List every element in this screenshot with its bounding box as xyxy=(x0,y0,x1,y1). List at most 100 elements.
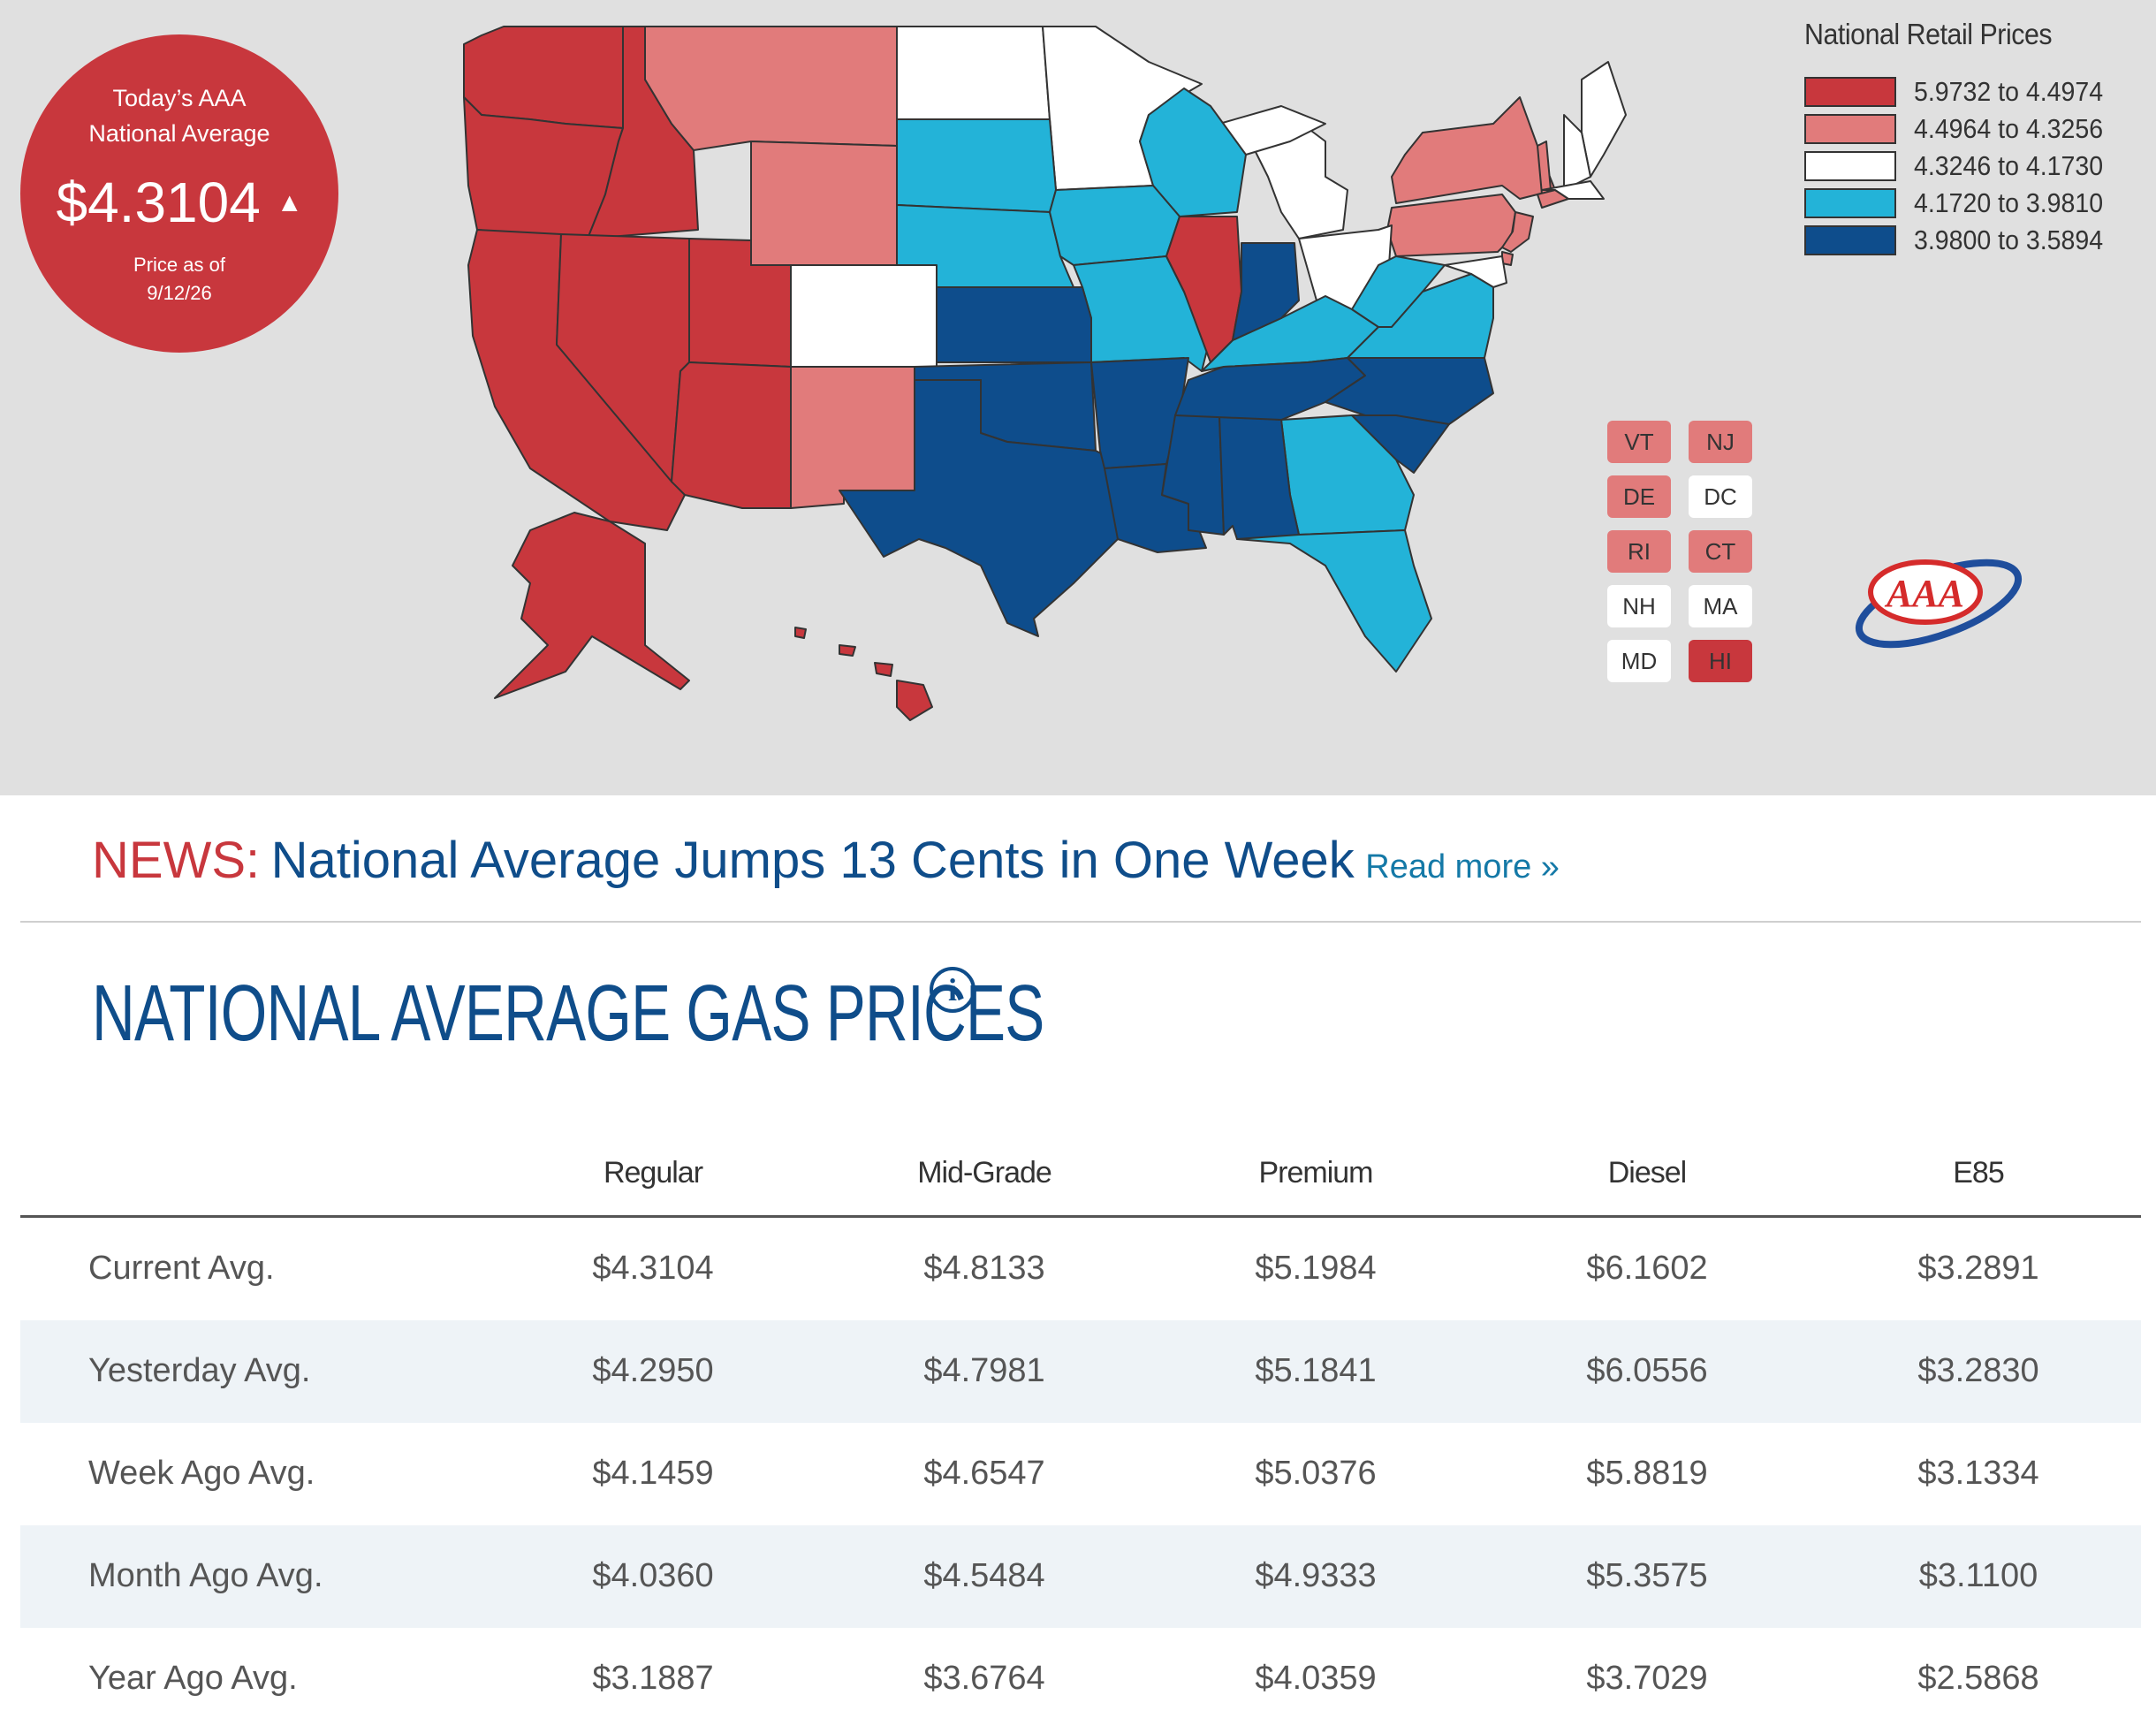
national-average-price: $4.3104 ▲ xyxy=(20,167,338,239)
table-row: Month Ago Avg. $4.0360 $4.5484 $4.9333 $… xyxy=(20,1525,2141,1628)
table-row: Year Ago Avg. $3.1887 $3.6764 $4.0359 $3… xyxy=(20,1628,2141,1718)
map-section: Today’s AAA National Average $4.3104 ▲ Pr… xyxy=(0,0,2156,795)
legend-title: National Retail Prices xyxy=(1804,18,2053,50)
state-box-nj[interactable]: NJ xyxy=(1689,421,1752,463)
state-illinois xyxy=(1165,216,1242,363)
row-label: Yesterday Avg. xyxy=(88,1352,311,1389)
state-hawaii-oahu xyxy=(839,644,856,657)
news-headline[interactable]: National Average Jumps 13 Cents in One W… xyxy=(270,832,1355,889)
state-texas xyxy=(839,379,1119,637)
legend-range: 4.3246 to 4.1730 xyxy=(1914,150,2104,181)
price-cell: $4.2950 xyxy=(592,1352,714,1389)
national-average-label-2: National Average xyxy=(88,120,270,147)
state-iowa xyxy=(1049,185,1180,266)
column-header-diesel: Diesel xyxy=(1607,1156,1687,1190)
legend-swatch xyxy=(1804,114,1896,144)
state-box-md[interactable]: MD xyxy=(1607,640,1671,682)
row-label: Month Ago Avg. xyxy=(88,1557,323,1594)
state-box-de[interactable]: DE xyxy=(1607,475,1671,518)
state-box-vt[interactable]: VT xyxy=(1607,421,1671,463)
state-new-mexico xyxy=(790,366,915,509)
aaa-logo: AAA xyxy=(1855,559,2023,649)
gas-price-table: Regular Mid-Grade Premium Diesel E85 Cur… xyxy=(20,1140,2141,1718)
price-cell: $4.8133 xyxy=(923,1250,1045,1287)
state-hawaii-kauai xyxy=(794,627,807,639)
state-florida xyxy=(1236,529,1432,673)
price-cell: $4.3104 xyxy=(592,1250,714,1287)
column-header-e85: E85 xyxy=(1953,1156,2005,1190)
section-heading: NATIONAL AVERAGE GAS PRICES i xyxy=(92,967,1044,1060)
state-montana xyxy=(644,26,898,151)
national-average-badge: Today’s AAA National Average $4.3104 ▲ Pr… xyxy=(20,34,338,353)
row-label: Week Ago Avg. xyxy=(88,1455,315,1492)
price-cell: $4.9333 xyxy=(1255,1557,1377,1594)
state-colorado xyxy=(790,264,938,368)
state-hawaii-maui xyxy=(874,662,893,677)
price-cell: $2.5868 xyxy=(1917,1660,2039,1697)
price-as-of-date: 9/12/26 xyxy=(147,282,212,304)
state-arizona xyxy=(671,361,792,509)
legend-range: 4.1720 to 3.9810 xyxy=(1914,187,2104,218)
read-more-link[interactable]: Read more » xyxy=(1365,848,1560,886)
national-average-value: $4.3104 xyxy=(56,171,261,234)
price-cell: $3.1887 xyxy=(592,1660,714,1697)
state-alaska xyxy=(494,512,690,699)
info-icon[interactable]: i xyxy=(930,967,976,1013)
state-virginia xyxy=(1347,273,1494,359)
table-row: Yesterday Avg. $4.2950 $4.7981 $5.1841 $… xyxy=(20,1320,2141,1423)
state-box-ri[interactable]: RI xyxy=(1607,530,1671,573)
state-box-dc[interactable]: DC xyxy=(1689,475,1752,518)
state-new-york xyxy=(1391,96,1556,204)
price-cell: $3.2830 xyxy=(1917,1352,2039,1389)
price-cell: $5.3575 xyxy=(1586,1557,1708,1594)
table-row: Current Avg. $4.3104 $4.8133 $5.1984 $6.… xyxy=(20,1218,2141,1320)
price-as-of-label: Price as of xyxy=(133,254,225,276)
national-average-label: Today’s AAA xyxy=(112,85,247,111)
state-box-nh[interactable]: NH xyxy=(1607,585,1671,627)
legend-item: 4.1720 to 3.9810 xyxy=(1804,185,2120,222)
state-tennessee xyxy=(1174,357,1366,421)
legend-swatch xyxy=(1804,188,1896,218)
row-label: Year Ago Avg. xyxy=(88,1660,298,1697)
price-cell: $4.0359 xyxy=(1255,1660,1377,1697)
state-box-ma[interactable]: MA xyxy=(1689,585,1752,627)
legend-range: 3.9800 to 3.5894 xyxy=(1914,224,2104,255)
legend-item: 3.9800 to 3.5894 xyxy=(1804,222,2120,259)
state-hawaii-main xyxy=(896,680,933,721)
legend-range: 4.4964 to 4.3256 xyxy=(1914,113,2104,144)
us-price-map xyxy=(463,26,1627,721)
news-tag: NEWS: xyxy=(92,832,261,889)
table-header: Regular Mid-Grade Premium Diesel E85 xyxy=(20,1140,2141,1218)
legend-range: 5.9732 to 4.4974 xyxy=(1914,76,2104,107)
price-cell: $3.1100 xyxy=(1918,1557,2038,1594)
state-wyoming xyxy=(750,141,898,266)
price-cell: $4.7981 xyxy=(923,1352,1045,1389)
price-cell: $6.1602 xyxy=(1586,1250,1708,1287)
price-cell: $3.2891 xyxy=(1917,1250,2039,1287)
legend-swatch xyxy=(1804,151,1896,181)
price-cell: $5.0376 xyxy=(1255,1455,1377,1492)
price-cell: $3.6764 xyxy=(923,1660,1045,1697)
divider xyxy=(20,921,2141,923)
state-south-carolina xyxy=(1351,414,1450,474)
state-box-ct[interactable]: CT xyxy=(1689,530,1752,573)
trend-up-icon: ▲ xyxy=(276,188,303,217)
state-north-dakota xyxy=(896,26,1051,120)
price-cell: $5.1984 xyxy=(1255,1250,1377,1287)
price-cell: $5.8819 xyxy=(1586,1455,1708,1492)
column-header-premium: Premium xyxy=(1258,1156,1373,1190)
price-cell: $3.7029 xyxy=(1586,1660,1708,1697)
legend-item: 4.4964 to 4.3256 xyxy=(1804,110,2120,148)
price-cell: $4.0360 xyxy=(592,1557,714,1594)
state-box-hi[interactable]: HI xyxy=(1689,640,1752,682)
table-row: Week Ago Avg. $4.1459 $4.6547 $5.0376 $5… xyxy=(20,1423,2141,1525)
aaa-logo-text: AAA xyxy=(1884,572,1964,615)
state-wisconsin xyxy=(1139,87,1247,217)
state-maryland xyxy=(1444,255,1507,288)
news-banner: NEWS: National Average Jumps 13 Cents in… xyxy=(92,831,1560,890)
state-south-dakota xyxy=(896,118,1057,213)
price-cell: $4.1459 xyxy=(592,1455,714,1492)
column-header-mid-grade: Mid-Grade xyxy=(917,1156,1052,1190)
legend-swatch xyxy=(1804,77,1896,107)
price-cell: $4.6547 xyxy=(923,1455,1045,1492)
